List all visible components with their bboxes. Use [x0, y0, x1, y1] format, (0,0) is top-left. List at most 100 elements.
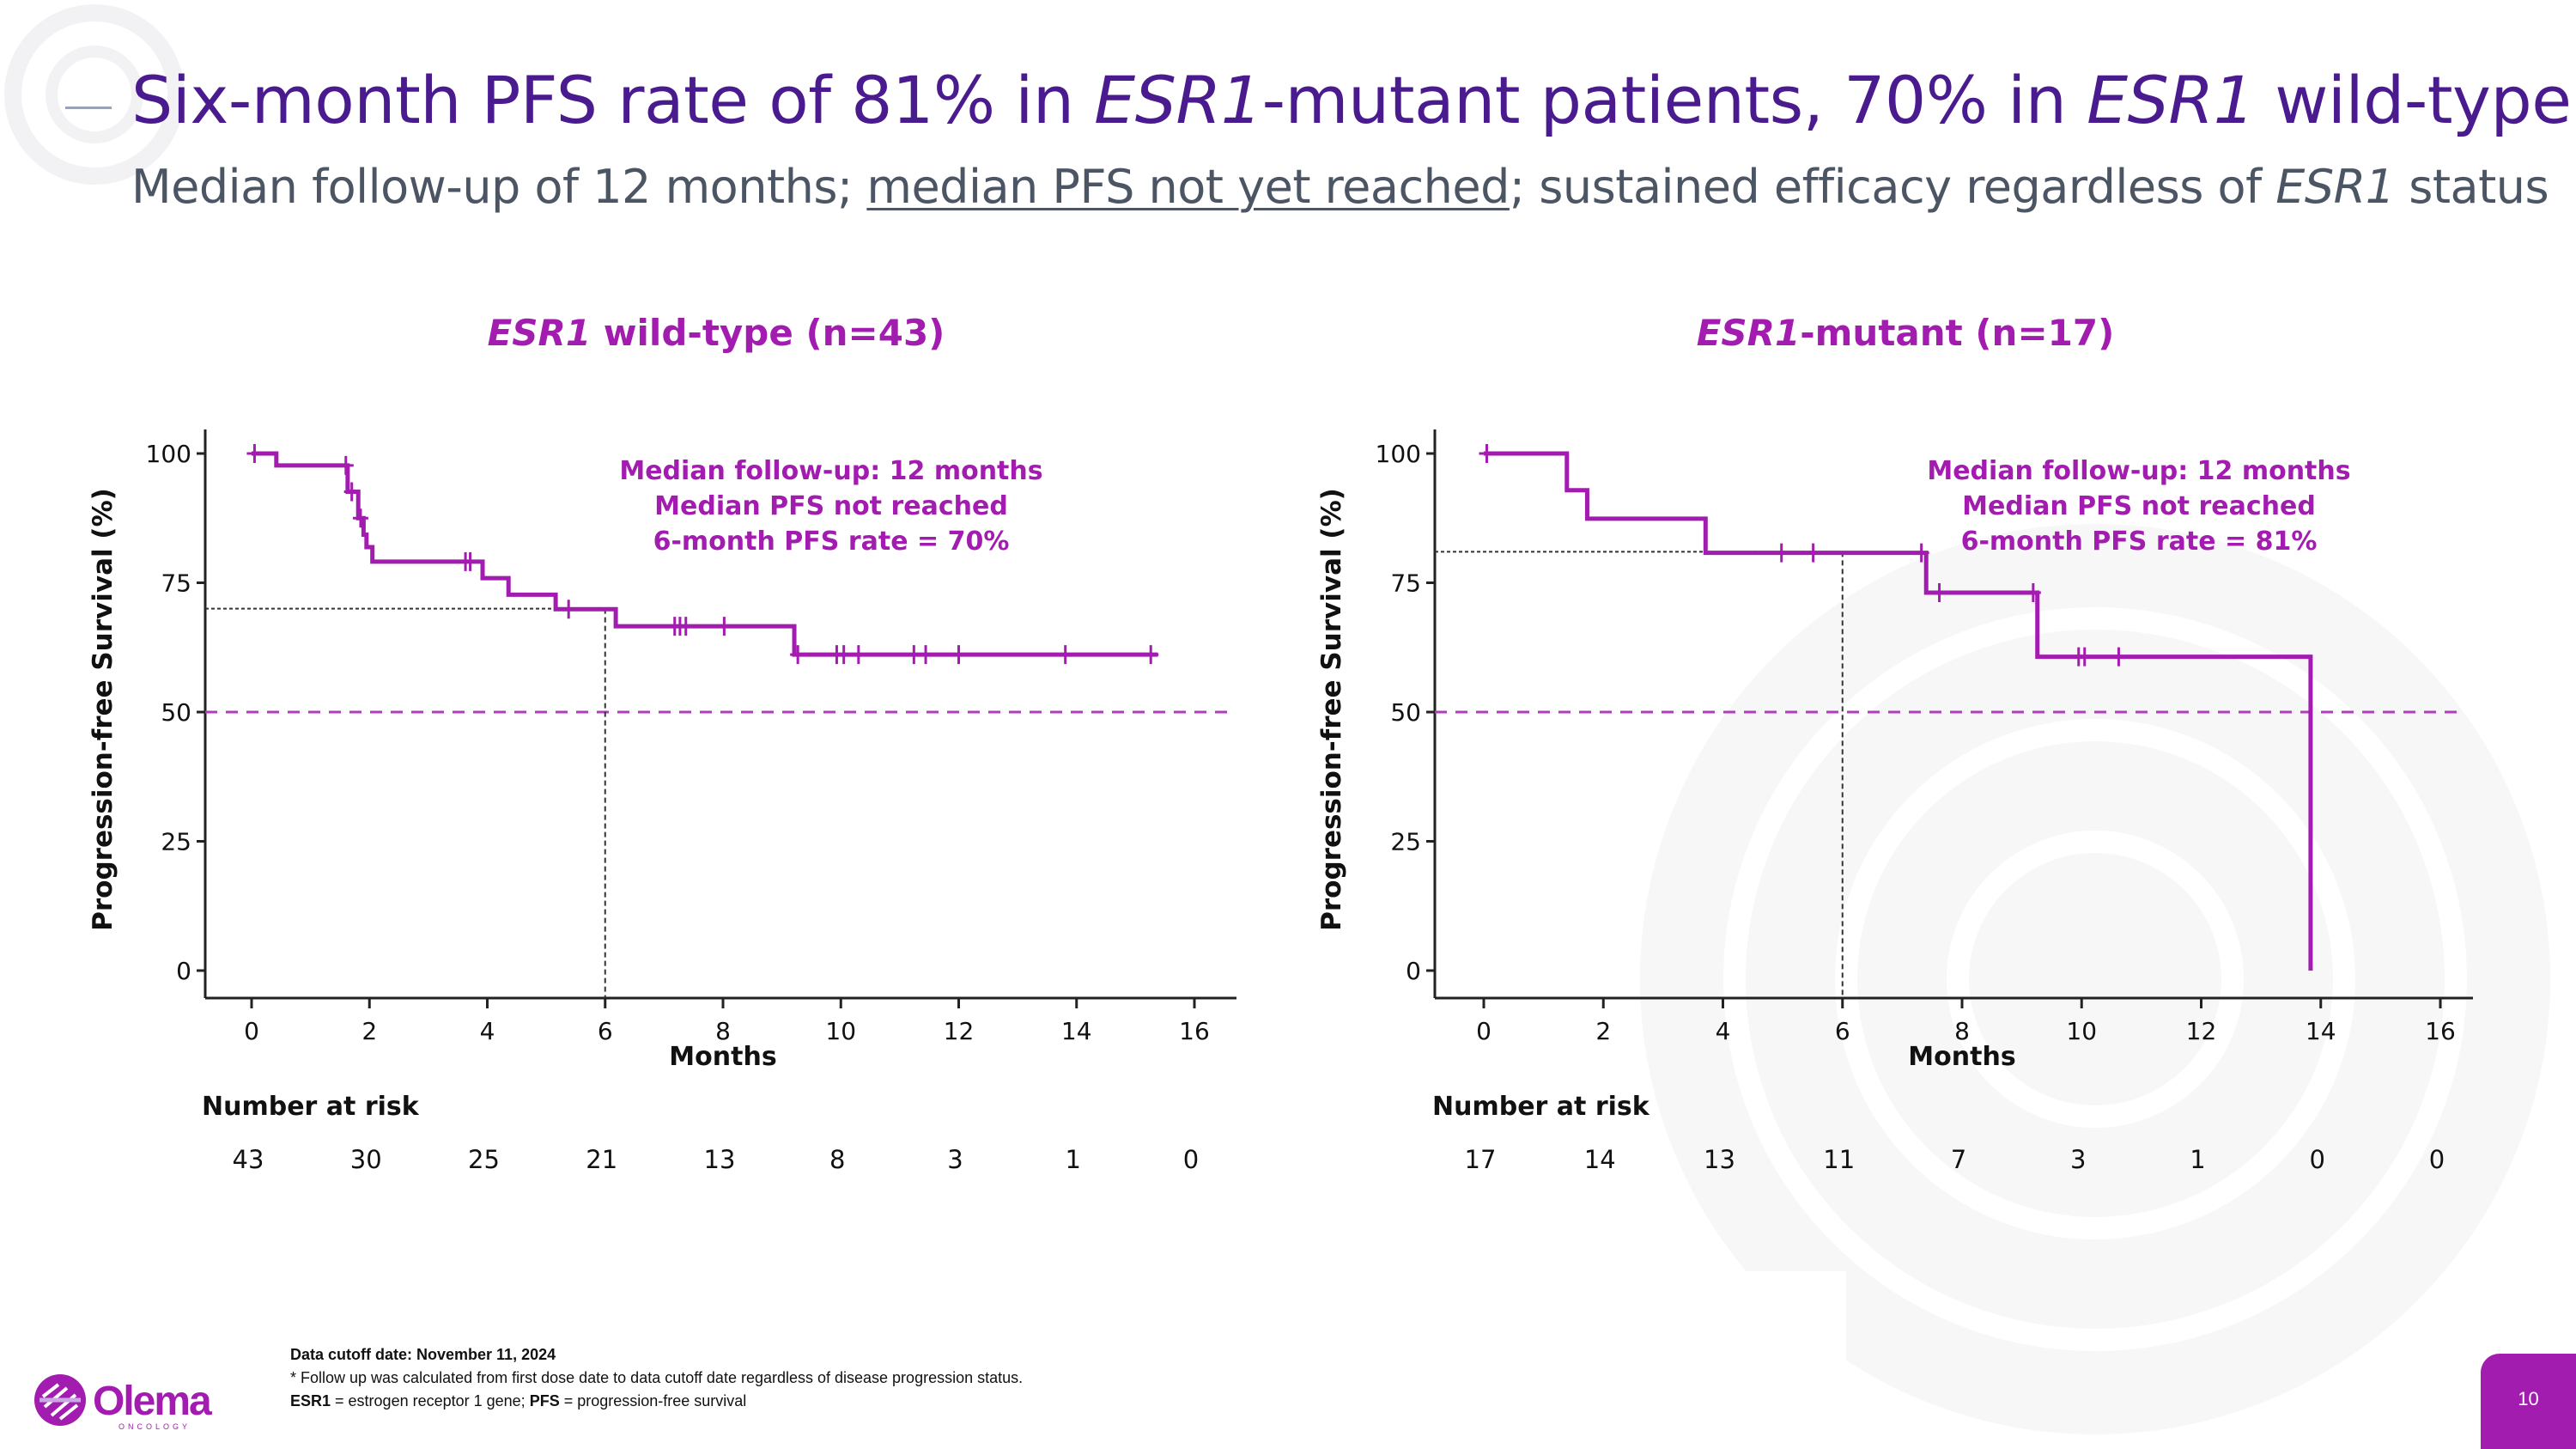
chart-annotation: Median PFS not reached — [654, 491, 1008, 521]
bg-ring — [4, 4, 185, 185]
number-at-risk-value: 1 — [1066, 1145, 1081, 1174]
censor-mark — [352, 508, 368, 528]
number-at-risk-value: 17 — [1465, 1145, 1497, 1174]
x-tick-label: 16 — [1179, 1017, 1210, 1045]
chart-title-rest: wild-type (n=43) — [591, 312, 945, 354]
censor-mark — [1773, 543, 1789, 563]
chart-annotation: Median follow-up: 12 months — [1927, 456, 2350, 486]
x-tick-label: 10 — [2066, 1017, 2097, 1045]
number-at-risk-value: 43 — [233, 1145, 264, 1174]
title-part: -mutant patients, 70% in — [1261, 62, 2087, 138]
number-at-risk-value: 25 — [468, 1145, 500, 1174]
footnotes: Data cutoff date: November 11, 2024 * Fo… — [290, 1343, 1023, 1413]
x-tick-label: 2 — [361, 1017, 377, 1045]
x-tick-label: 4 — [480, 1017, 495, 1045]
y-tick-label: 75 — [161, 569, 191, 598]
page-title: Six-month PFS rate of 81% in ESR1-mutant… — [131, 62, 2572, 138]
subtitle-part: status — [2394, 160, 2549, 214]
number-at-risk-value: 3 — [2070, 1145, 2086, 1174]
censor-mark — [337, 455, 354, 475]
subtitle-part: Median follow-up of 12 months; — [131, 160, 867, 214]
km-survival-curve — [252, 451, 1158, 657]
bg-footer-band — [0, 1271, 1846, 1449]
y-tick-label: 0 — [1406, 957, 1421, 985]
chart-annotation: Median PFS not reached — [1962, 491, 2316, 521]
number-at-risk-value: 7 — [1951, 1145, 1966, 1174]
y-tick-label: 25 — [1390, 828, 1421, 856]
censor-mark — [1913, 543, 1929, 563]
x-tick-label: 0 — [1476, 1017, 1492, 1045]
censor-mark — [1057, 645, 1073, 665]
x-tick-label: 2 — [1595, 1017, 1611, 1045]
number-at-risk-value: 0 — [2429, 1145, 2445, 1174]
abbr-def: = progression-free survival — [559, 1392, 747, 1409]
number-at-risk-label: Number at risk — [1432, 1092, 1650, 1122]
x-tick-label: 8 — [715, 1017, 731, 1045]
number-at-risk-value: 14 — [1584, 1145, 1616, 1174]
censor-mark — [1805, 543, 1821, 563]
bg-ring — [1723, 607, 2467, 1351]
x-tick-label: 14 — [2306, 1017, 2336, 1045]
title-part: wild-type — [2254, 62, 2572, 138]
number-at-risk-value: 1 — [2190, 1145, 2205, 1174]
bg-ring — [1947, 831, 2244, 1128]
chart-annotation: 6-month PFS rate = 70% — [653, 527, 1010, 557]
number-at-risk-value: 13 — [1704, 1145, 1735, 1174]
censor-mark — [790, 645, 806, 665]
bg-disc — [1640, 524, 2550, 1434]
chart-annotation: 6-month PFS rate = 81% — [1961, 527, 2318, 557]
censor-mark — [462, 551, 478, 571]
y-tick-label: 100 — [1376, 440, 1421, 468]
y-tick-label: 0 — [176, 957, 191, 985]
chart-title-rest: -mutant (n=17) — [1800, 312, 2114, 354]
number-at-risk-value: 11 — [1823, 1145, 1855, 1174]
x-axis-label: Months — [1908, 1042, 2015, 1072]
censor-mark — [1143, 645, 1159, 665]
chart-annotation: Median follow-up: 12 months — [619, 456, 1042, 486]
x-tick-label: 14 — [1061, 1017, 1092, 1045]
abbreviations: ESR1 = estrogen receptor 1 gene; PFS = p… — [290, 1390, 1023, 1413]
logo-wordmark: Olema — [93, 1379, 212, 1424]
censor-mark — [1931, 582, 1947, 602]
abbr-term: ESR1 — [290, 1392, 331, 1409]
number-at-risk-value: 30 — [350, 1145, 382, 1174]
title-gene: ESR1 — [1094, 62, 1262, 138]
y-tick-label: 50 — [161, 698, 191, 727]
page-subtitle: Median follow-up of 12 months; median PF… — [131, 160, 2549, 214]
censor-mark — [561, 600, 577, 619]
subtitle-part: ; sustained efficacy regardless of — [1509, 160, 2276, 214]
number-at-risk-value: 8 — [829, 1145, 845, 1174]
number-at-risk-value: 0 — [2310, 1145, 2325, 1174]
censor-mark — [918, 645, 934, 665]
x-tick-label: 4 — [1716, 1017, 1731, 1045]
olema-logo: Olema ONCOLOGY — [33, 1373, 239, 1433]
censor-mark — [2025, 582, 2041, 602]
number-at-risk-value: 3 — [947, 1145, 963, 1174]
chart-title: ESR1-mutant (n=17) — [1697, 312, 2115, 354]
title-gene: ESR1 — [2087, 62, 2255, 138]
subtitle-underlined: median PFS not yet reached — [866, 160, 1510, 214]
page-number-tab: 10 — [2481, 1354, 2576, 1449]
chart-title-gene: ESR1 — [488, 312, 592, 354]
x-tick-label: 12 — [2186, 1017, 2217, 1045]
abbr-term: PFS — [529, 1392, 560, 1409]
bg-ring — [46, 46, 143, 143]
x-tick-label: 10 — [825, 1017, 856, 1045]
number-at-risk-value: 21 — [586, 1145, 617, 1174]
censor-mark — [835, 645, 852, 665]
censor-mark — [246, 444, 263, 463]
title-dash — [65, 107, 112, 109]
x-tick-label: 6 — [598, 1017, 613, 1045]
chart-title-gene: ESR1 — [1697, 312, 1801, 354]
title-part: Six-month PFS rate of 81% in — [131, 62, 1095, 138]
x-tick-label: 0 — [244, 1017, 259, 1045]
chart-title: ESR1 wild-type (n=43) — [488, 312, 945, 354]
followup-note: * Follow up was calculated from first do… — [290, 1369, 1024, 1386]
bg-ring — [1835, 719, 2355, 1239]
subtitle-gene: ESR1 — [2275, 160, 2395, 214]
number-at-risk-label: Number at risk — [202, 1092, 420, 1122]
